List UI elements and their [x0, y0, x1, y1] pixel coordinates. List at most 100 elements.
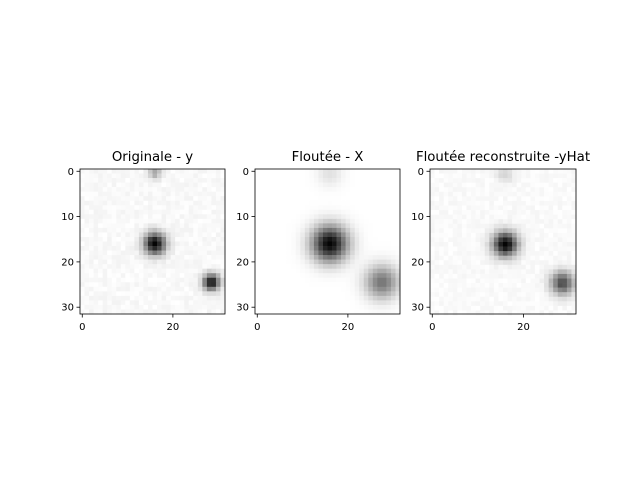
heatmap-cell	[516, 310, 522, 316]
heatmap-cell	[116, 291, 122, 297]
heatmap-cell	[448, 242, 454, 247]
heatmap-cell	[452, 264, 458, 270]
heatmap-cell	[336, 295, 342, 301]
heatmap-cell	[179, 196, 185, 202]
heatmap-cell	[184, 196, 190, 202]
heatmap-cell	[197, 273, 203, 279]
heatmap-cell	[291, 309, 297, 315]
heatmap-cell	[503, 255, 508, 261]
heatmap-cell	[475, 310, 481, 316]
heatmap-cell	[184, 246, 190, 251]
heatmap-cell	[179, 209, 185, 215]
heatmap-cell	[268, 223, 274, 229]
heatmap-cell	[430, 219, 435, 225]
heatmap-cell	[220, 304, 226, 310]
heatmap-cell	[430, 287, 435, 293]
heatmap-cell	[350, 169, 355, 174]
heatmap-cell	[89, 227, 94, 233]
heatmap-cell	[539, 260, 545, 266]
heatmap-cell	[98, 209, 103, 215]
heatmap-cell	[286, 246, 292, 251]
heatmap-cell	[390, 191, 396, 197]
heatmap-cell	[125, 259, 131, 265]
heatmap-cell	[107, 173, 113, 179]
heatmap-cell	[390, 169, 396, 174]
heatmap-cell	[466, 283, 472, 288]
heatmap-cell	[188, 255, 194, 260]
heatmap-cell	[359, 232, 365, 238]
heatmap-cell	[161, 291, 167, 297]
heatmap-cell	[484, 269, 490, 275]
heatmap-cell	[457, 210, 463, 215]
heatmap-cell	[480, 283, 486, 288]
heatmap-cell	[102, 182, 108, 188]
heatmap-cell	[211, 259, 217, 265]
heatmap-cell	[439, 169, 444, 174]
heatmap-cell	[255, 286, 260, 292]
heatmap-cell	[206, 227, 212, 233]
heatmap-cell	[548, 251, 554, 256]
heatmap-cell	[368, 200, 374, 206]
heatmap-cell	[530, 191, 536, 197]
heatmap-cell	[220, 255, 226, 260]
heatmap-cell	[175, 182, 180, 188]
heatmap-cell	[273, 286, 278, 292]
heatmap-cell	[336, 227, 342, 233]
heatmap-cell	[197, 187, 203, 192]
heatmap-cell	[475, 237, 481, 243]
heatmap-cell	[493, 287, 499, 293]
heatmap-cell	[152, 209, 158, 215]
heatmap-cell	[193, 264, 199, 269]
heatmap-cell	[390, 300, 396, 306]
heatmap-cell	[170, 259, 176, 265]
heatmap-cell	[291, 223, 297, 229]
heatmap-cell	[202, 209, 208, 215]
heatmap-cell	[539, 182, 545, 188]
heatmap-cell	[377, 173, 383, 179]
heatmap-cell	[264, 178, 269, 183]
heatmap-cell	[193, 191, 199, 197]
heatmap-cell	[359, 223, 365, 229]
heatmap-cell	[461, 219, 467, 225]
heatmap-cell	[161, 178, 167, 183]
heatmap-cell	[313, 218, 319, 224]
heatmap-cell	[125, 304, 131, 310]
heatmap-cell	[493, 182, 499, 188]
heatmap-cell	[98, 191, 103, 197]
heatmap-cell	[147, 214, 153, 220]
heatmap-cell	[286, 191, 292, 197]
heatmap-cell	[184, 169, 190, 174]
heatmap-cell	[452, 251, 458, 256]
heatmap-cell	[553, 278, 559, 284]
heatmap-cell	[211, 214, 217, 220]
heatmap-cell	[539, 200, 545, 206]
heatmap-cell	[116, 282, 122, 288]
heatmap-cell	[220, 196, 226, 202]
heatmap-cell	[327, 300, 333, 306]
heatmap-cell	[255, 264, 260, 269]
heatmap-cell	[443, 187, 449, 193]
heatmap-cell	[341, 300, 346, 306]
heatmap-cell	[277, 273, 283, 279]
heatmap-cell	[471, 219, 476, 225]
heatmap-cell	[484, 287, 490, 293]
heatmap-cell	[291, 268, 297, 274]
heatmap-cell	[264, 304, 269, 310]
heatmap-cell	[430, 273, 435, 279]
heatmap-cell	[215, 291, 221, 297]
heatmap-cell	[102, 173, 108, 179]
heatmap-cell	[557, 287, 563, 293]
heatmap-cell	[359, 250, 365, 256]
heatmap-cell	[147, 273, 153, 279]
heatmap-cell	[147, 309, 153, 315]
heatmap-cell	[354, 250, 360, 256]
heatmap-cell	[368, 282, 374, 288]
heatmap-cell	[534, 242, 540, 247]
heatmap-cell	[381, 236, 387, 242]
heatmap-cell	[120, 187, 126, 192]
heatmap-cell	[359, 205, 365, 211]
heatmap-cell	[327, 227, 333, 233]
heatmap-cell	[539, 210, 545, 215]
heatmap-cell	[166, 277, 171, 283]
heatmap-cell	[220, 218, 226, 224]
